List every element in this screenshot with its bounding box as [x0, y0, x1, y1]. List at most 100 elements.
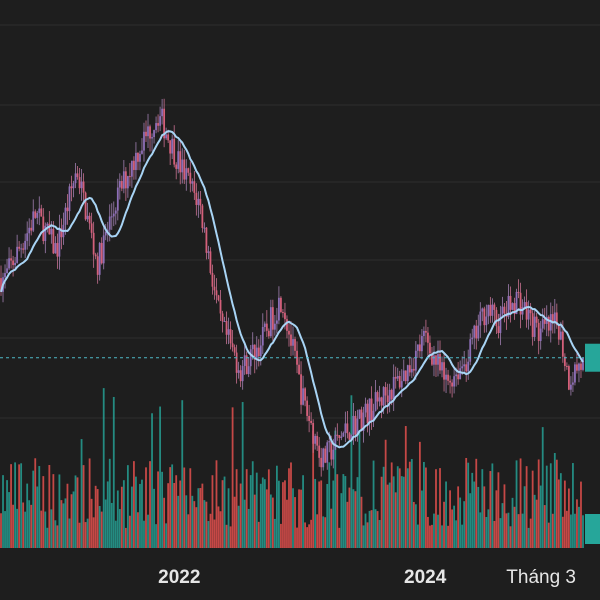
- candle-body: [14, 262, 17, 266]
- volume-bar: [410, 459, 413, 548]
- volume-bar: [102, 388, 105, 548]
- volume-bar: [342, 474, 345, 548]
- candle-body: [300, 374, 302, 405]
- candle-body: [84, 192, 87, 220]
- volume-bar: [414, 504, 417, 548]
- volume-bar: [54, 520, 57, 548]
- candle-body: [537, 322, 540, 341]
- current-volume-marker[interactable]: [585, 514, 600, 544]
- volume-bar: [96, 489, 99, 548]
- candle-body: [531, 313, 534, 337]
- candle-body: [334, 434, 337, 450]
- candle-body: [203, 227, 206, 229]
- volume-bar: [286, 499, 288, 548]
- candle-body: [16, 246, 19, 263]
- volume-bar: [10, 464, 12, 548]
- candle-body: [350, 434, 353, 440]
- candle-body: [187, 168, 190, 173]
- candle-body: [557, 325, 560, 340]
- volume-bar: [223, 476, 226, 548]
- volume-bar: [445, 481, 447, 548]
- candle-body: [60, 228, 63, 238]
- volume-bar: [312, 430, 315, 548]
- candle-body: [211, 272, 214, 287]
- candle-body: [88, 215, 91, 224]
- volume-bar: [501, 503, 504, 548]
- candle-body: [491, 304, 494, 316]
- candle-body: [427, 332, 429, 343]
- volume-bar: [467, 462, 470, 548]
- volume-bar: [362, 525, 365, 548]
- volume-bar: [267, 469, 270, 548]
- volume-bar: [235, 469, 238, 548]
- volume-bar: [539, 485, 542, 548]
- candle-body: [151, 137, 153, 139]
- candle-body: [368, 398, 371, 424]
- candle-body: [429, 342, 431, 354]
- candle-body: [205, 227, 208, 253]
- volume-bar: [58, 474, 61, 548]
- current-price-marker[interactable]: [585, 343, 600, 372]
- volume-bar: [245, 469, 248, 548]
- volume-bar: [497, 472, 500, 548]
- volume-bar: [243, 499, 246, 548]
- volume-bar: [465, 457, 468, 548]
- volume-bar: [183, 467, 186, 548]
- volume-bar: [74, 475, 77, 548]
- volume-bar: [197, 488, 200, 548]
- candle-body: [159, 116, 161, 126]
- volume-bar: [511, 497, 514, 548]
- candle-body: [98, 242, 101, 275]
- x-axis: 2022 2024 Tháng 3: [158, 567, 576, 588]
- volume-bar: [326, 483, 329, 548]
- candle-body: [553, 312, 556, 323]
- volume-bar: [441, 525, 443, 548]
- candle-body: [38, 208, 41, 213]
- volume-bar: [145, 467, 147, 548]
- candle-body: [433, 355, 435, 365]
- volume-bar: [181, 400, 184, 548]
- volume-bar: [173, 483, 176, 548]
- volume-bar: [72, 491, 75, 548]
- volume-bar: [126, 465, 129, 548]
- candle-body: [147, 126, 149, 137]
- volume-bar: [493, 520, 496, 548]
- volume-bar: [153, 488, 155, 548]
- candle-body: [404, 370, 407, 382]
- candle-body: [330, 441, 333, 460]
- volume-bar: [137, 512, 139, 548]
- volume-bar: [135, 476, 137, 548]
- volume-bar: [382, 466, 385, 548]
- candle-body: [346, 423, 349, 434]
- volume-bar: [48, 464, 51, 548]
- volume-bar: [257, 521, 260, 548]
- volume-bar: [290, 462, 292, 548]
- volume-bar: [282, 482, 284, 548]
- volume-bar: [423, 461, 425, 548]
- candle-body: [34, 211, 37, 218]
- candle-body: [463, 364, 466, 367]
- candle-body: [133, 160, 135, 170]
- candle-body: [245, 355, 248, 375]
- candle-body: [447, 374, 449, 381]
- candle-body: [42, 216, 45, 242]
- volume-bar: [94, 485, 97, 548]
- volume-bar: [229, 526, 232, 548]
- volume-bar: [463, 501, 466, 548]
- candle-body: [388, 389, 391, 403]
- volume-bar: [328, 462, 331, 548]
- volume-bar: [437, 514, 439, 548]
- candle-body: [414, 350, 417, 371]
- candle-body: [137, 152, 139, 162]
- candle-body: [239, 370, 242, 382]
- candle-body: [302, 388, 304, 405]
- x-tick-label: 2022: [158, 567, 200, 588]
- candle-body: [269, 307, 272, 337]
- candle-body: [570, 384, 572, 390]
- candle-body: [90, 223, 93, 233]
- candle-body: [275, 320, 278, 324]
- volume-bar: [580, 481, 582, 548]
- volume-bar: [380, 476, 383, 548]
- volume-bar: [12, 504, 14, 548]
